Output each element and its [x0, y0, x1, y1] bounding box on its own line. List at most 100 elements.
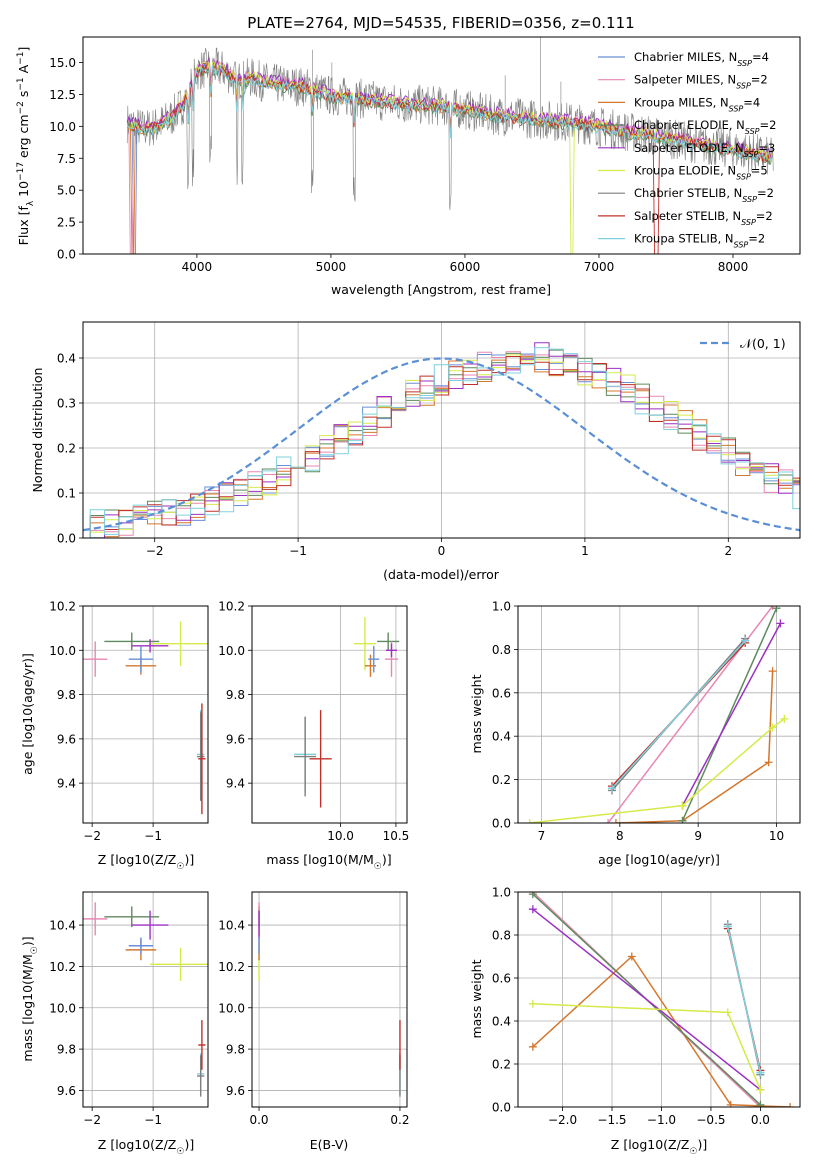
weight-marker	[780, 714, 789, 723]
y-tick-label: 0.2	[492, 1058, 511, 1072]
x-tick-label: −0.5	[696, 1113, 725, 1127]
label-part: ]	[16, 47, 31, 52]
error-bar-chabrier-miles	[128, 937, 154, 955]
label-part: erg cm	[16, 114, 31, 162]
label-part: age [log	[20, 724, 35, 775]
x-tick-label: 10.0	[327, 829, 354, 843]
y-tick-label: 10.2	[218, 960, 245, 974]
error-bar-kroupa-elodie	[353, 617, 376, 671]
label-part: mass [log	[266, 852, 327, 867]
legend-text: Kroupa ELODIE, N	[634, 164, 736, 178]
label-part: (Z/Z	[150, 1137, 176, 1152]
y-tick-label: 10.4	[49, 919, 76, 933]
weight-series-kroupa-stelib	[608, 636, 750, 793]
legend-text: Kroupa MILES, N	[634, 95, 729, 109]
error-bar-chabrier-stelib	[294, 716, 317, 797]
y-axis-label: mass weight	[469, 674, 484, 753]
weight-series-kroupa-elodie	[525, 714, 789, 823]
legend-text: Salpeter ELODIE, N	[634, 141, 744, 155]
legend-text: Kroupa STELIB, N	[634, 232, 734, 246]
plot-area-residuals	[83, 342, 800, 538]
legend-label-chabrier-elodie: Chabrier ELODIE, NSSP=2	[634, 118, 776, 136]
y-tick-label: 5.0	[57, 184, 76, 198]
x-axis-label: Z [log10(Z/Z☉)]	[98, 852, 194, 872]
y-tick-label: 0.4	[492, 730, 511, 744]
weight-marker	[786, 1103, 795, 1107]
y-tick-label: 9.6	[57, 1084, 76, 1098]
label-part: )]	[697, 1137, 707, 1152]
label-part: −2	[16, 101, 26, 114]
x-tick-label: 0.2	[390, 1113, 409, 1127]
legend-text: Salpeter MILES, N	[634, 73, 736, 87]
weight-marker	[768, 723, 777, 732]
label-part: (data-model)/error	[383, 567, 500, 582]
weight-marker	[723, 922, 732, 931]
y-axis-label: mass weight	[469, 959, 484, 1038]
x-tick-label: 10	[769, 829, 784, 843]
weight-series-kroupa-miles	[611, 667, 777, 823]
figure-title: PLATE=2764, MJD=54535, FIBERID=0356, z=0…	[247, 14, 634, 32]
histogram-kroupa-miles	[83, 355, 800, 538]
error-bar-chabrier-elodie	[104, 632, 160, 651]
histogram-chabrier-elodie	[83, 349, 800, 538]
weight-marker	[608, 784, 616, 793]
x-tick-label: −2.0	[548, 1113, 577, 1127]
weight-line	[727, 926, 762, 1073]
error-bar-chabrier-elodie	[377, 632, 400, 651]
legend-label-chabrier-stelib: Chabrier STELIB, NSSP=2	[634, 186, 774, 204]
error-bar-salpeter-stelib	[309, 710, 332, 808]
y-tick-label: 0.6	[492, 686, 511, 700]
legend-subscript: SSP	[741, 217, 756, 226]
x-tick-label: 2	[724, 544, 732, 558]
error-bar-chabrier-stelib	[197, 1055, 205, 1097]
label-part: A	[16, 64, 31, 77]
error-bar-chabrier-elodie	[104, 906, 160, 928]
weight-marker	[756, 1100, 765, 1107]
weight-line	[611, 640, 746, 789]
y-tick-label: 9.6	[226, 732, 245, 746]
label-part: ☉	[30, 946, 40, 954]
x-tick-label: 10.5	[383, 829, 410, 843]
x-tick-label: −1	[144, 1113, 162, 1127]
error-bar-salpeter-elodie	[131, 639, 169, 653]
y-axis-label: Flux [fλ 10−17 erg cm−2 s−1 A−1]	[16, 47, 36, 246]
label-part: )]	[20, 936, 35, 946]
y-tick-label: 9.4	[57, 777, 76, 791]
y-tick-label: 0.4	[492, 1015, 511, 1029]
legend-label-kroupa-miles: Kroupa MILES, NSSP=4	[634, 95, 760, 113]
panel-mass_vs_ebv: 0.0 0.2 9.6 9.8 10.0 10.2 10.4 E(B-V)	[218, 891, 410, 1152]
legend-count: =2	[757, 186, 774, 200]
label-part: Normed distribution	[30, 368, 45, 493]
label-part: ☉	[689, 1147, 697, 1157]
weight-marker	[756, 1068, 765, 1077]
label-part: ☉	[176, 862, 184, 872]
y-tick-label: 10.2	[49, 960, 76, 974]
legend-label-kroupa-stelib: Kroupa STELIB, NSSP=2	[634, 232, 765, 250]
legend-label-chabrier-miles: Chabrier MILES, NSSP=4	[634, 50, 769, 68]
error-bar-salpeter-elodie	[385, 643, 398, 657]
weight-marker	[528, 999, 537, 1008]
label-part: (M/M	[20, 954, 35, 985]
y-tick-label: 9.8	[57, 1043, 76, 1057]
x-axis-label: (data-model)/error	[383, 567, 500, 582]
y-tick-label: 0.4	[57, 352, 76, 366]
x-tick-label: 8000	[718, 260, 749, 274]
label-part: 10	[20, 985, 35, 1001]
y-tick-label: 0.2	[57, 442, 76, 456]
y-tick-label: 10.4	[218, 919, 245, 933]
label-part: mass weight	[469, 674, 484, 753]
weight-line	[532, 1003, 762, 1091]
weight-marker	[756, 1085, 765, 1094]
label-part: 10	[649, 852, 665, 867]
model-spectrum-kroupa-stelib	[126, 64, 773, 162]
x-tick-label: −1	[289, 544, 307, 558]
y-tick-label: 0.3	[57, 397, 76, 411]
legend-subscript: SSP	[736, 172, 751, 181]
weight-line	[532, 908, 761, 1091]
legend-text: Chabrier ELODIE, N	[634, 118, 745, 132]
weight-marker	[528, 1042, 537, 1051]
error-bar-salpeter-stelib	[198, 703, 206, 815]
error-bar-kroupa-elodie	[150, 947, 208, 981]
